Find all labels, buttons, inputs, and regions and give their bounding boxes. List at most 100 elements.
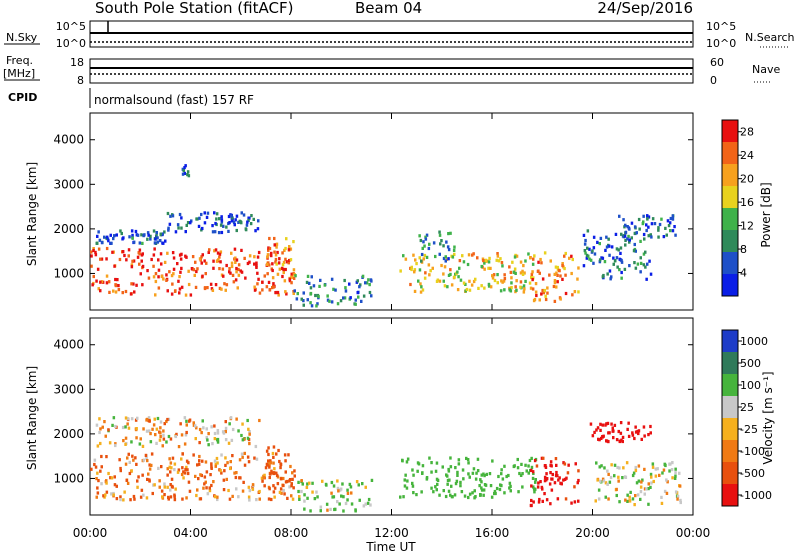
scatter-cell [195,426,198,430]
scatter-cell [446,285,449,289]
scatter-cell [131,259,134,263]
scatter-cell [671,229,675,233]
scatter-cell [442,279,445,283]
scatter-cell [613,463,617,467]
scatter-cell [281,266,284,270]
scatter-cell [524,279,527,283]
scatter-cell [416,461,420,465]
scatter-cell [639,490,643,494]
scatter-cell [219,250,223,254]
scatter-cell [272,285,275,289]
scatter-cell [663,489,667,493]
scatter-cell [247,218,250,222]
scatter-cell [598,465,601,469]
scatter-cell [98,417,101,421]
scatter-cell [273,250,276,254]
scatter-cell [155,441,158,445]
scatter-cell [537,500,541,504]
scatter-cell [472,252,475,256]
scatter-cell [121,291,124,295]
scatter-cell [223,469,226,473]
scatter-cell [205,486,208,490]
scatter-cell [420,285,423,289]
scatter-cell [113,264,116,268]
scatter-cell [219,260,222,264]
scatter-cell [538,271,541,275]
scatter-cell [557,268,561,272]
scatter-cell [623,475,627,479]
scatter-cell [462,477,465,481]
scatter-cell [342,296,345,300]
scatter-cell [559,297,562,301]
scatter-cell [650,235,653,239]
scatter-cell [556,497,560,501]
scatter-cell [122,498,125,502]
scatter-cell [492,273,496,277]
scatter-cell [623,234,627,238]
scatter-cell [480,264,483,269]
scatter-cell [461,468,465,472]
scatter-cell [171,251,175,255]
scatter-cell [592,261,595,265]
scatter-cell [670,468,674,472]
scatter-cell [624,498,627,502]
scatter-cell [180,216,183,220]
scatter-cell [479,478,482,482]
scatter-cell [121,237,124,241]
scatter-cell [272,445,276,449]
scatter-cell [117,288,121,292]
scatter-cell [154,433,157,437]
scatter-cell [114,424,117,429]
scatter-cell [453,245,456,249]
scatter-cell [200,212,203,217]
scatter-cell [248,254,252,258]
scatter-cell [497,259,501,263]
scatter-cell [440,239,443,243]
scatter-cell [206,492,210,496]
scatter-cell [279,466,282,470]
scatter-cell [633,242,636,247]
scatter-cell [665,233,668,237]
scatter-cell [100,280,104,284]
scatter-cell [358,498,361,502]
scatter-cell [364,502,367,506]
scatter-cell [622,466,625,470]
scatter-cell [115,497,119,501]
scatter-cell [272,484,275,488]
scatter-cell [272,490,276,494]
scatter-cell [634,430,638,434]
scatter-cell [456,288,460,292]
scatter-cell [656,467,659,471]
scatter-cell [285,237,288,241]
scatter-cell [602,434,605,438]
scatter-cell [577,478,580,483]
scatter-cell [138,262,141,266]
scatter-cell [169,437,173,441]
colorbar-tick-label: 12 [740,220,754,233]
scatter-cell [215,456,219,461]
scatter-cell [112,493,115,497]
scatter-cell [628,240,631,244]
scatter-cell [140,233,143,237]
scatter-cell [203,286,207,290]
scatter-cell [406,457,410,461]
scatter-cell [107,471,110,476]
scatter-cell [483,267,486,271]
scatter-cell [178,253,182,257]
colorbar-tick-label: -25 [740,423,758,436]
scatter-cell [475,471,478,475]
scatter-cell [605,439,609,443]
scatter-cell [234,256,237,260]
scatter-cell [295,297,299,301]
scatter-cell [429,269,432,273]
colorbar-swatch [722,186,738,209]
scatter-cell [453,275,456,279]
scatter-cell [195,217,198,221]
scatter-cell [157,275,160,279]
scatter-cell [332,484,336,488]
scatter-cell [619,251,622,255]
scatter-cell [207,250,210,254]
scatter-cell [530,484,533,488]
scatter-cell [297,489,300,494]
